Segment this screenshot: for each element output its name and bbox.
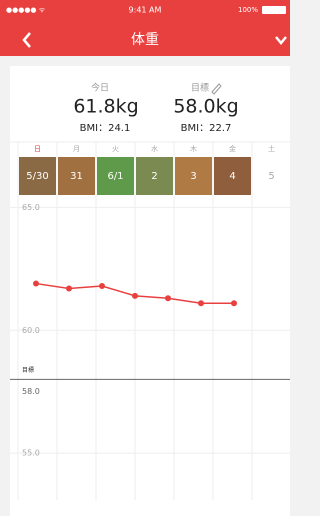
day-date[interactable]: 4 (229, 171, 235, 182)
card (10, 66, 290, 516)
goal-line-label: 目標 (22, 366, 34, 374)
weight-point[interactable] (66, 285, 72, 291)
day-date[interactable]: 6/1 (107, 171, 123, 182)
y-tick-label: 65.0 (22, 203, 40, 212)
screen: ●●●●● ᯤ 9:41 AM 100% 体重 今日 61.8kg BMI：24… (0, 0, 290, 516)
weight-point[interactable] (132, 293, 138, 299)
weekday: 木 (190, 144, 197, 153)
battery-icon (262, 6, 286, 14)
today-label: 今日 (91, 82, 109, 94)
weekday: 火 (112, 145, 119, 153)
time: 9:41 AM (129, 6, 162, 15)
weight-point[interactable] (165, 295, 171, 301)
weekday: 土 (268, 144, 275, 153)
weight-point[interactable] (99, 283, 105, 289)
goal-value-label: 58.0 (22, 387, 40, 396)
weight-point[interactable] (231, 300, 237, 306)
y-tick-label: 55.0 (22, 449, 40, 458)
goal-bmi: BMI：22.7 (181, 123, 232, 134)
battery: 100% (238, 6, 258, 14)
weight-point[interactable] (198, 300, 204, 306)
day-date[interactable]: 2 (151, 171, 157, 182)
weekday: 日 (34, 145, 41, 153)
day-date[interactable]: 3 (190, 171, 196, 182)
weekday: 水 (151, 144, 158, 153)
goal-weight: 58.0kg (173, 96, 238, 118)
weekday: 金 (229, 144, 236, 153)
day-date[interactable]: 5/30 (26, 171, 48, 182)
today-weight: 61.8kg (73, 96, 138, 118)
weekday: 月 (73, 145, 80, 153)
today-bmi: BMI：24.1 (80, 123, 131, 134)
y-tick-label: 60.0 (22, 326, 40, 335)
nav-title: 体重 (131, 32, 159, 48)
day-date[interactable]: 5 (268, 171, 274, 182)
day-date[interactable]: 31 (70, 171, 83, 182)
goal-label: 目標 (191, 82, 209, 94)
signal: ●●●●● ᯤ (6, 6, 46, 14)
weight-point[interactable] (33, 281, 39, 287)
